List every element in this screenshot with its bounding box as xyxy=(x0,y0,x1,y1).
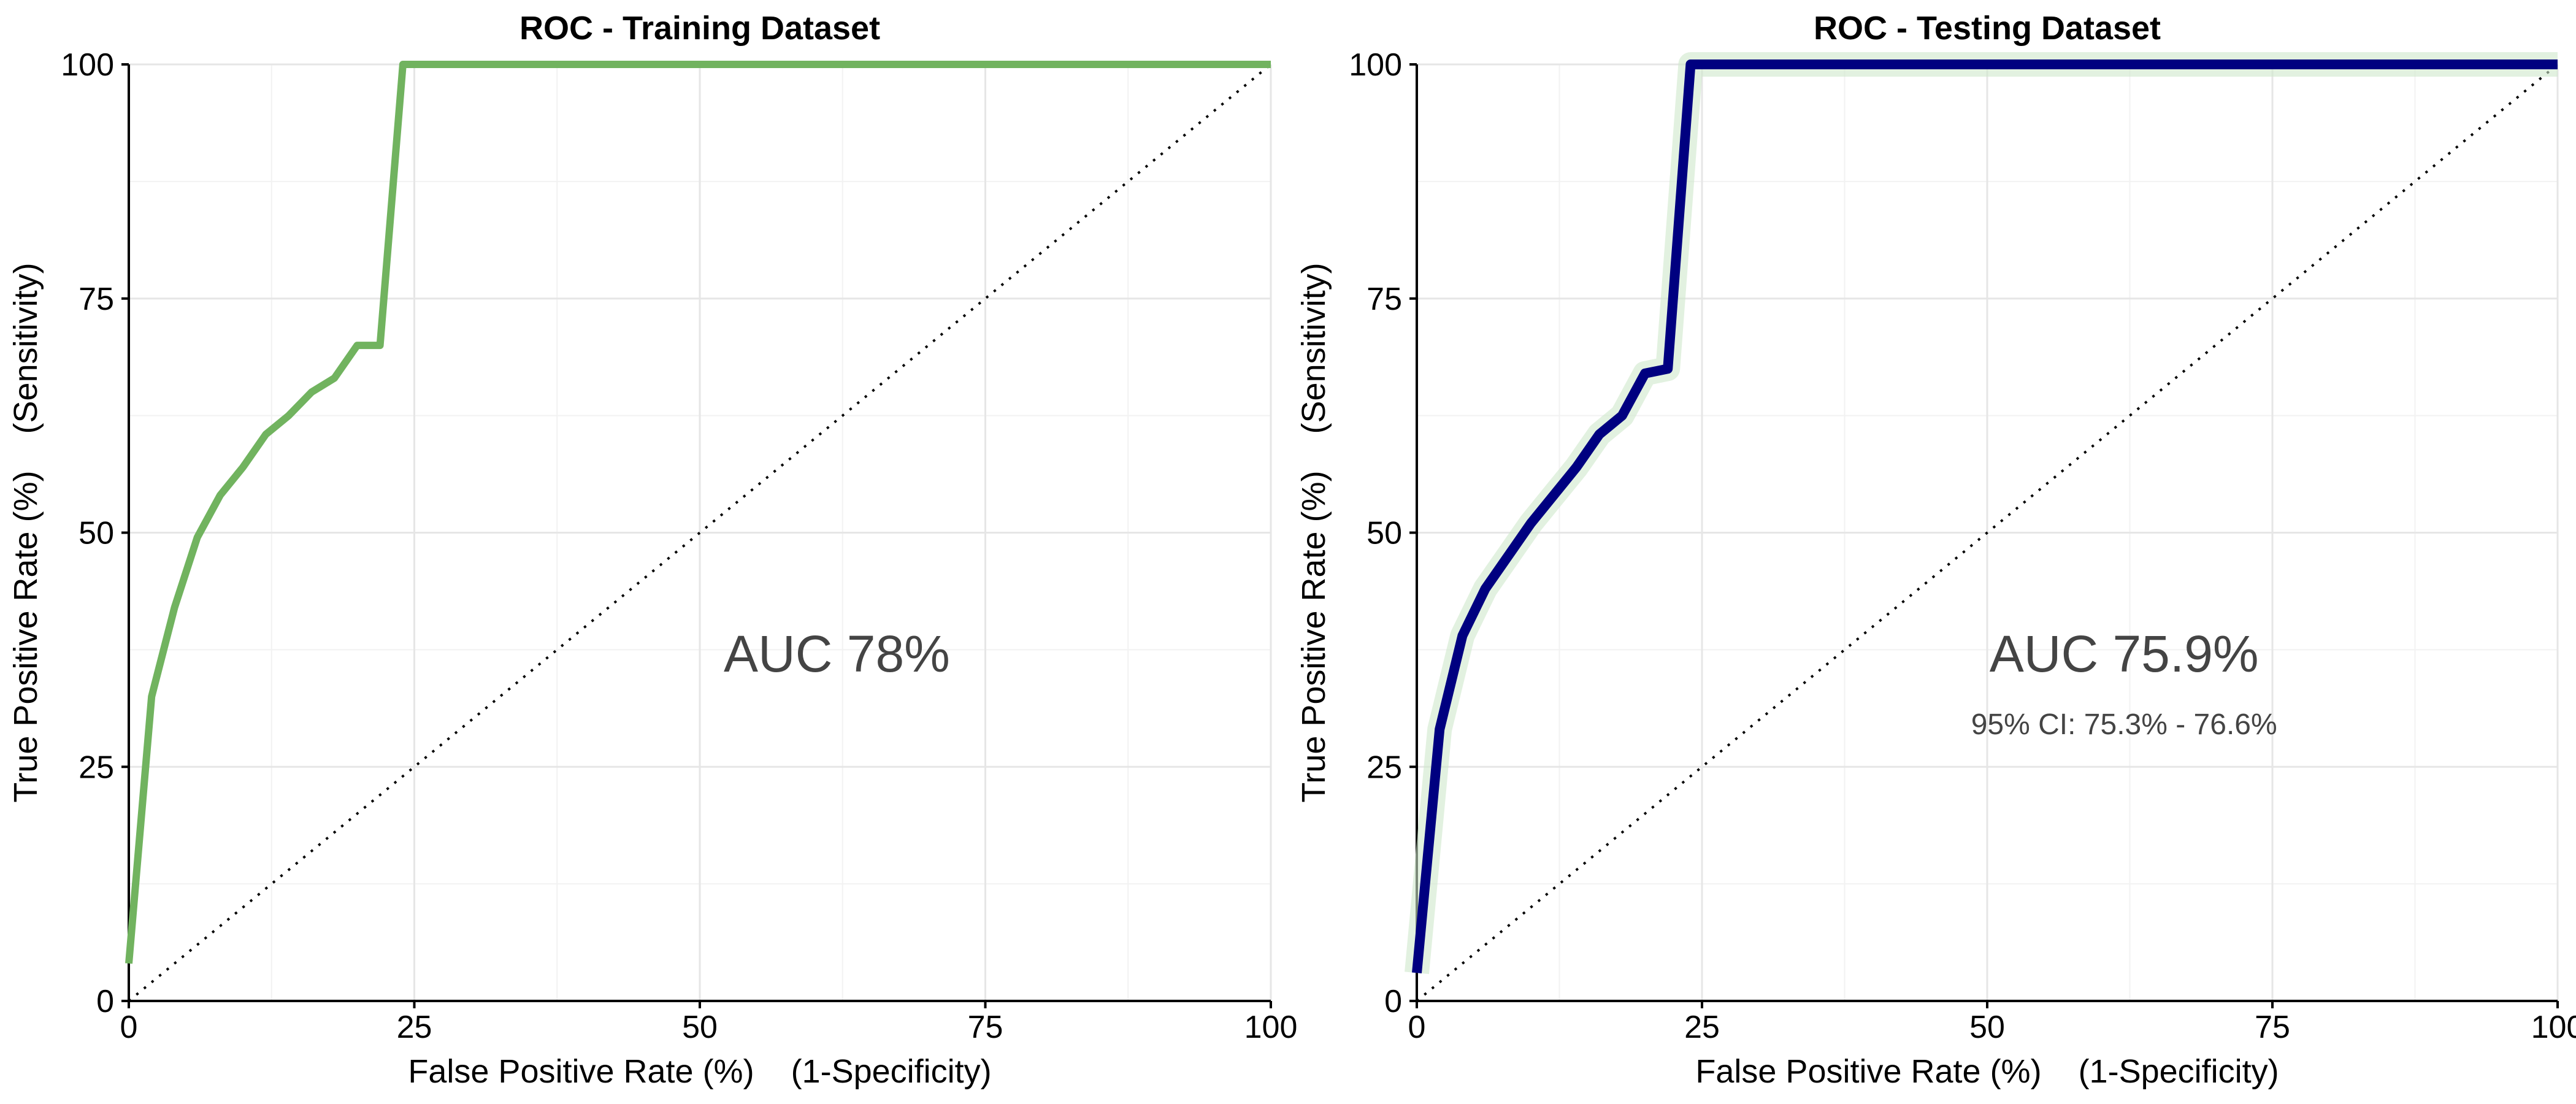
roc-curve-line xyxy=(125,61,1271,964)
y-tick-label: 100 xyxy=(61,47,114,83)
reference-diagonal-line xyxy=(128,63,1272,1002)
x-tick-label: 50 xyxy=(1969,1010,2005,1045)
y-tick-label: 50 xyxy=(79,516,114,551)
y-tick-label: 25 xyxy=(79,749,114,785)
roc-panel-testing: 0 25 50 75 100 0 25 50 75 100 ROC - Testing Datase… xyxy=(1295,10,2576,1090)
confidence-interval-annotation: 95% CI: 75.3% - 76.6% xyxy=(1971,708,2277,741)
y-axis-label: True Positive Rate (%) (Sensitivity) xyxy=(7,263,44,802)
reference-diagonal-line xyxy=(1416,63,2559,1002)
x-tick-label: 50 xyxy=(682,1010,718,1045)
x-tick-label: 75 xyxy=(2255,1010,2290,1045)
y-tick-label: 25 xyxy=(1367,749,1402,785)
x-tick-label: 25 xyxy=(1684,1010,1720,1045)
chart-title: ROC - Testing Dataset xyxy=(1814,10,2161,47)
y-tick-label: 75 xyxy=(1367,282,1402,317)
chart-title: ROC - Training Dataset xyxy=(519,10,880,47)
x-axis-label: False Positive Rate (%) (1-Specificity) xyxy=(1695,1053,2279,1090)
x-tick-label: 0 xyxy=(120,1010,138,1045)
x-tick-label: 25 xyxy=(397,1010,432,1045)
auc-annotation: AUC 78% xyxy=(724,625,950,683)
y-tick-label: 100 xyxy=(1349,47,1402,83)
y-tick-label: 0 xyxy=(1384,984,1402,1019)
y-axis-label: True Positive Rate (%) (Sensitivity) xyxy=(1295,263,1332,802)
roc-panel-training: 0 25 50 75 100 0 25 50 75 100 ROC - Training Datas… xyxy=(7,10,1297,1090)
x-axis-label: False Positive Rate (%) (1-Specificity) xyxy=(408,1053,991,1090)
x-tick-label: 75 xyxy=(968,1010,1003,1045)
x-tick-label: 0 xyxy=(1408,1010,1426,1045)
y-tick-label: 75 xyxy=(79,282,114,317)
auc-annotation: AUC 75.9% xyxy=(1990,625,2259,683)
x-tick-label: 100 xyxy=(1244,1010,1298,1045)
y-tick-label: 0 xyxy=(96,984,114,1019)
y-tick-label: 50 xyxy=(1367,516,1402,551)
roc-curve-line xyxy=(1412,59,2558,973)
x-tick-label: 100 xyxy=(2531,1010,2576,1045)
